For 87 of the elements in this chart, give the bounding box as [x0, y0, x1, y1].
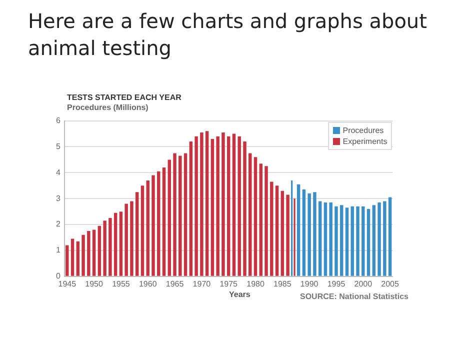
- bar: [313, 192, 316, 276]
- bar: [205, 131, 209, 276]
- bar: [308, 193, 311, 276]
- x-tick-label: 1965: [166, 279, 184, 288]
- bar: [108, 218, 112, 276]
- bar: [254, 157, 258, 276]
- bar: [248, 153, 252, 276]
- x-tick-label: 1975: [220, 279, 238, 288]
- chart-title: Here are a few charts and graphs about animal testing: [28, 8, 428, 62]
- x-tick-label: 2005: [381, 279, 400, 288]
- bar: [124, 204, 128, 276]
- source-note: SOURCE: National Statistics: [300, 292, 408, 301]
- x-axis-title: Years: [229, 290, 250, 299]
- y-axis-title: Procedures (Millions): [67, 103, 148, 112]
- x-tick-label: 1990: [300, 279, 319, 288]
- bar: [259, 164, 262, 276]
- bar: [140, 186, 144, 276]
- bar: [345, 208, 349, 276]
- bar: [66, 245, 69, 276]
- bar: [184, 153, 188, 276]
- bar: [329, 202, 332, 276]
- bar: [280, 190, 284, 276]
- bar: [286, 194, 290, 276]
- bar: [92, 230, 96, 276]
- bar: [324, 202, 328, 276]
- bar: [87, 231, 90, 276]
- bar: [82, 234, 85, 276]
- bar: [210, 138, 214, 276]
- y-tick-label: 2: [56, 220, 61, 229]
- bar: [362, 206, 365, 276]
- bar: [318, 201, 322, 276]
- y-tick-label: 6: [56, 116, 61, 126]
- bar: [216, 136, 220, 276]
- bar: [226, 136, 230, 276]
- legend-label: Experiments: [342, 136, 388, 146]
- bar: [189, 142, 193, 276]
- bar: [350, 206, 354, 276]
- bar: [334, 206, 338, 276]
- bar: [296, 184, 300, 276]
- bar: [178, 156, 182, 276]
- bar: [356, 206, 360, 276]
- bar: [194, 136, 198, 276]
- x-tick-label: 1955: [112, 279, 130, 288]
- y-tick-label: 0: [56, 272, 61, 281]
- y-tick-label: 1: [56, 246, 61, 255]
- bar: [119, 212, 123, 276]
- bar: [98, 226, 102, 276]
- bar: [130, 201, 134, 276]
- bar: [275, 186, 279, 276]
- x-tick-label: 1950: [85, 279, 104, 288]
- bar: [152, 175, 155, 276]
- y-tick-label: 4: [56, 168, 61, 177]
- bar: [70, 238, 74, 276]
- bar: [146, 180, 150, 276]
- bar: [383, 201, 386, 276]
- bar: [340, 205, 344, 276]
- x-tick-label: 1945: [58, 279, 77, 288]
- bar: [157, 171, 160, 276]
- chart-subtitle: TESTS STARTED EACH YEAR: [67, 93, 182, 102]
- y-tick-label: 5: [56, 142, 61, 151]
- x-tick-label: 1960: [138, 279, 158, 288]
- x-tick-label: 1980: [246, 279, 265, 288]
- y-tick-label: 3: [56, 194, 61, 203]
- bar: [114, 212, 118, 276]
- bar: [200, 132, 204, 276]
- bar: [162, 167, 166, 276]
- bar: [243, 142, 246, 276]
- bar: [388, 197, 392, 276]
- bar: [378, 202, 381, 276]
- bar: [173, 153, 176, 276]
- bar: [135, 192, 139, 276]
- bar: [264, 166, 268, 276]
- bar: [238, 136, 241, 276]
- legend-label: Procedures: [342, 126, 384, 135]
- bar: [232, 134, 236, 276]
- bar: [366, 208, 370, 276]
- bar: [168, 160, 172, 276]
- bar: [103, 220, 106, 276]
- x-tick-label: 1985: [274, 279, 292, 288]
- bar: [270, 182, 274, 276]
- bar: [372, 205, 376, 276]
- x-tick-label: 1970: [192, 279, 212, 288]
- x-tick-label: 1995: [327, 279, 346, 288]
- bar: [76, 241, 80, 276]
- bar: [302, 190, 306, 276]
- x-tick-label: 2000: [354, 279, 373, 288]
- bar: [222, 132, 225, 276]
